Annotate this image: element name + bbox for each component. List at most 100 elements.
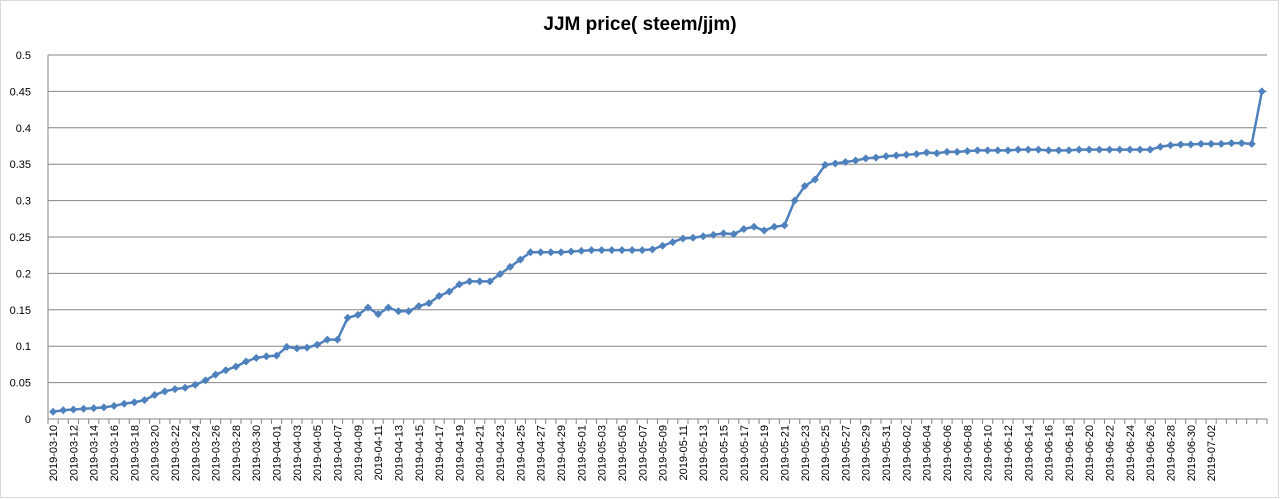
data-point	[170, 385, 179, 394]
data-point	[303, 343, 312, 352]
data-point	[607, 246, 616, 255]
data-point	[1176, 140, 1185, 149]
data-point	[983, 146, 992, 155]
data-point	[932, 149, 941, 158]
x-tick-label: 2019-06-24	[1125, 425, 1137, 481]
data-point	[160, 387, 169, 396]
x-tick-label: 2019-06-22	[1105, 425, 1117, 481]
data-point	[953, 147, 962, 156]
data-point	[1207, 139, 1216, 148]
data-point	[993, 146, 1002, 155]
data-point	[678, 234, 687, 243]
x-tick-label: 2019-03-10	[48, 425, 60, 481]
data-point	[140, 396, 149, 405]
data-point	[384, 303, 393, 312]
x-tick-label: 2019-04-11	[373, 425, 385, 480]
data-point	[1136, 145, 1145, 154]
data-point	[1237, 139, 1246, 148]
data-point	[363, 303, 372, 312]
data-point	[556, 248, 565, 257]
data-point	[597, 246, 606, 255]
data-point	[587, 246, 596, 255]
data-point	[313, 340, 322, 349]
data-point	[1054, 146, 1063, 155]
x-tick-label: 2019-04-05	[312, 425, 324, 481]
y-tick-label: 0.35	[10, 159, 31, 171]
data-point	[709, 230, 718, 239]
x-tick-label: 2019-05-29	[861, 425, 873, 481]
data-point	[1095, 145, 1104, 154]
data-point	[841, 158, 850, 167]
data-point	[638, 246, 647, 255]
data-point	[810, 175, 819, 184]
data-point	[394, 307, 403, 316]
x-tick-label: 2019-04-13	[393, 425, 405, 481]
data-point	[648, 245, 657, 254]
x-tick-label: 2019-04-07	[333, 425, 345, 481]
data-point	[1034, 145, 1043, 154]
data-point	[577, 246, 586, 255]
data-point	[130, 398, 139, 407]
data-point	[211, 370, 220, 379]
data-point	[668, 238, 677, 247]
data-point	[374, 310, 383, 319]
x-tick-label: 2019-05-11	[678, 425, 690, 480]
data-point	[1196, 139, 1205, 148]
data-point	[1217, 139, 1226, 148]
data-point	[658, 241, 667, 250]
data-point	[546, 248, 555, 257]
data-point	[800, 182, 809, 191]
data-point	[485, 277, 494, 286]
data-point	[445, 287, 454, 296]
data-point	[1085, 145, 1094, 154]
data-point	[496, 270, 505, 279]
x-tick-label: 2019-03-22	[170, 425, 182, 481]
data-point	[851, 156, 860, 165]
x-tick-label: 2019-04-27	[536, 425, 548, 481]
x-tick-label: 2019-06-28	[1165, 425, 1177, 481]
data-point	[892, 151, 901, 160]
data-point	[120, 399, 129, 408]
axes	[47, 55, 1268, 424]
data-point	[729, 230, 738, 239]
data-point	[333, 335, 342, 344]
data-point	[821, 160, 830, 169]
data-point	[282, 342, 291, 351]
x-tick-label: 2019-03-20	[150, 425, 162, 481]
data-point	[110, 401, 119, 410]
data-point	[871, 153, 880, 162]
data-point	[526, 248, 535, 257]
x-tick-label: 2019-04-15	[414, 425, 426, 481]
data-point	[89, 404, 98, 413]
x-tick-label: 2019-05-09	[658, 425, 670, 481]
x-tick-label: 2019-05-07	[637, 425, 649, 481]
data-point	[1003, 146, 1012, 155]
x-tick-label: 2019-05-15	[719, 425, 731, 481]
data-point	[414, 302, 423, 311]
y-tick-label: 0.3	[16, 196, 31, 208]
x-tick-label: 2019-03-12	[68, 425, 80, 481]
x-tick-label: 2019-04-01	[272, 425, 284, 481]
x-tick-label: 2019-06-06	[942, 425, 954, 481]
x-tick-label: 2019-06-16	[1044, 425, 1056, 481]
data-point	[1156, 142, 1165, 151]
data-point	[252, 353, 261, 362]
data-point	[1257, 87, 1266, 96]
data-point	[231, 362, 240, 371]
data-point	[1247, 139, 1256, 148]
data-point	[780, 221, 789, 230]
x-tick-label: 2019-06-14	[1023, 425, 1035, 481]
x-tick-label: 2019-05-19	[759, 425, 771, 481]
x-tick-label: 2019-05-01	[576, 425, 588, 481]
data-point	[353, 310, 362, 319]
data-point	[922, 148, 931, 157]
x-tick-label: 2019-05-21	[779, 425, 791, 481]
data-point	[455, 280, 464, 289]
data-point	[973, 146, 982, 155]
data-point	[760, 226, 769, 235]
data-point	[424, 299, 433, 308]
y-tick-labels: 0 0.05 0.1 0.15 0.2 0.25 0.3 0.35 0.4 0.45 0.5	[10, 50, 31, 426]
x-tick-label: 2019-06-20	[1084, 425, 1096, 481]
y-tick-label: 0.2	[16, 268, 31, 280]
